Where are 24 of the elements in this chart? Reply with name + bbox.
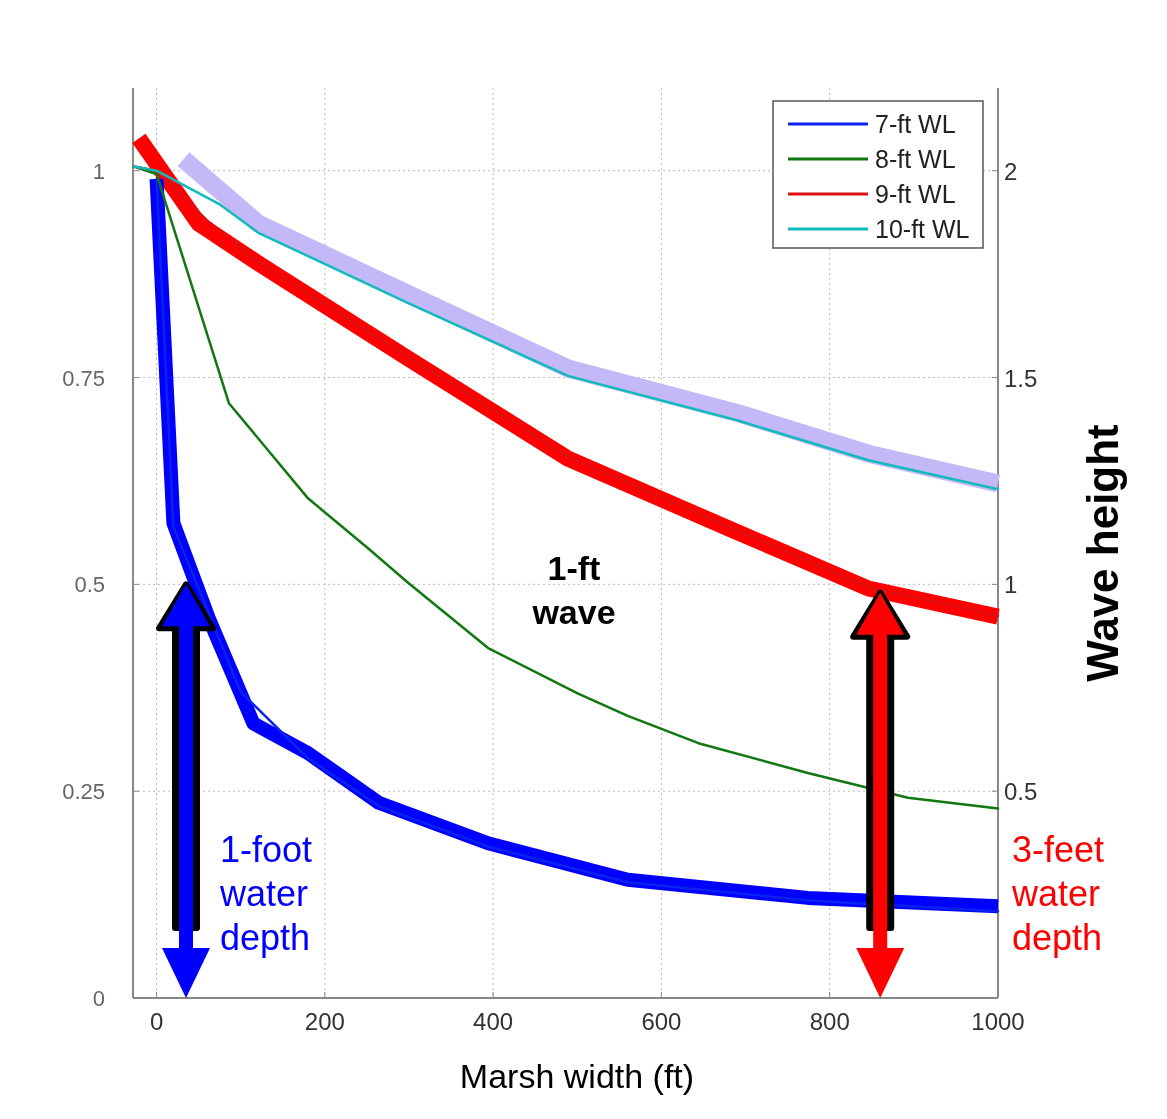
x-tick-label: 800 — [809, 1008, 850, 1035]
text: 3-feet water depth — [1011, 829, 1105, 958]
annotation: 1-foot water depth — [219, 829, 313, 958]
y-tick-label: 0.75 — [62, 365, 105, 391]
x-axis-title: Marsh width (ft) — [459, 1057, 695, 1095]
annotation: 1-ft wave — [531, 549, 616, 631]
legend-label: 9-ft WL — [875, 180, 956, 208]
y2-tick-label: 1.5 — [1004, 364, 1038, 392]
y2-tick-label: 1 — [1004, 571, 1018, 599]
y2-axis-title: Wave height — [1078, 423, 1127, 682]
x-tick-label: 400 — [473, 1008, 514, 1035]
x-tick-label: 600 — [641, 1008, 682, 1035]
y-tick-label: 0.5 — [74, 572, 105, 598]
y2-tick-label: 2 — [1004, 157, 1018, 185]
x-tick-label: 0 — [149, 1008, 164, 1035]
x-tick-label: 1000 — [971, 1008, 1025, 1035]
y2-tick-label: 0.5 — [1004, 778, 1038, 806]
y-tick-label: 0.25 — [62, 779, 105, 805]
legend-label: 7-ft WL — [875, 110, 956, 138]
legend-label: 8-ft WL — [875, 145, 956, 173]
y-tick-label: 1 — [92, 158, 105, 184]
y-tick-label: 0 — [92, 986, 105, 1011]
x-tick-label: 200 — [304, 1008, 345, 1035]
legend-label: 10-ft WL — [875, 215, 970, 243]
